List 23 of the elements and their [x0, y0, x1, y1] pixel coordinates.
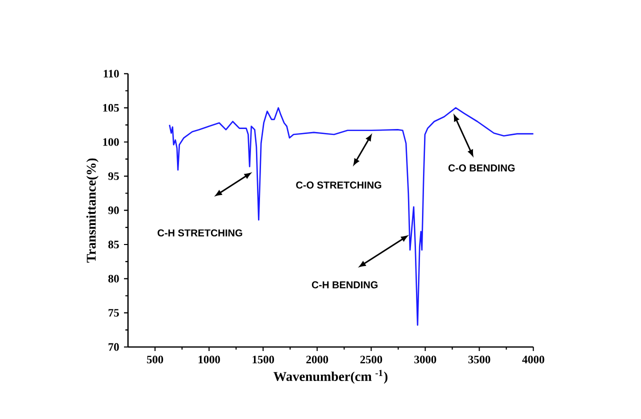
y-axis-title: Transmittance(%) [86, 158, 98, 263]
y-tick-label: 70 [108, 343, 119, 351]
x-tick-label: 500 [146, 356, 164, 364]
x-tick-label: 3500 [468, 356, 490, 364]
x-tick-label: 2000 [306, 356, 328, 364]
y-tick-label: 95 [108, 172, 119, 180]
x-tick-label: 2500 [360, 356, 382, 364]
x-tick-label: 1000 [198, 356, 220, 364]
y-tick-label: 75 [108, 309, 119, 317]
x-tick-label: 3000 [414, 356, 436, 364]
annotation: C-H BENDING [312, 281, 378, 288]
y-tick-label: 100 [103, 138, 119, 146]
annotation: C-O STRETCHING [296, 182, 382, 189]
annotation: C-H STRETCHING [158, 229, 242, 236]
x-axis-title: Wavenumber(cm $^{-1}$) [274, 370, 388, 384]
y-tick-label: 105 [103, 104, 119, 112]
x-tick-label: 1500 [252, 356, 274, 364]
y-tick-label: 110 [104, 70, 119, 78]
y-tick-label: 90 [108, 206, 119, 214]
annotation: C-O BENDING [448, 164, 515, 172]
x-tick-label: 4000 [522, 356, 544, 364]
y-tick-label: 80 [108, 274, 119, 282]
y-tick-label: 85 [108, 240, 119, 248]
